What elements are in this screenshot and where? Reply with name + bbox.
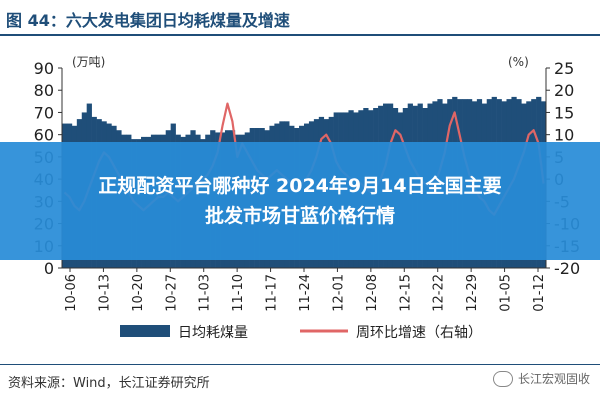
- legend-bar-label: 日均耗煤量: [178, 325, 248, 341]
- left-tick-label: 60: [34, 126, 54, 145]
- legend-line-label: 周环比增速（右轴）: [356, 325, 482, 341]
- x-tick-label: 11-17: [265, 274, 280, 312]
- left-tick-label: 90: [34, 59, 54, 78]
- right-tick-label: 25: [554, 59, 574, 78]
- watermark-text: 长江宏观固收: [517, 372, 590, 386]
- x-tick-label: 10-20: [131, 274, 146, 312]
- legend: 日均耗煤量 周环比增速（右轴）: [120, 325, 482, 341]
- x-tick-label: 10-27: [164, 274, 179, 312]
- ad-overlay-banner[interactable]: 正规配资平台哪种好 2024年9月14日全国主要 批发市场甘蓝价格行情: [0, 142, 600, 260]
- right-tick-label: 10: [554, 126, 574, 145]
- x-tick-label: 12-15: [398, 274, 413, 312]
- x-tick-label: 01-12: [532, 274, 547, 312]
- wechat-icon: [492, 370, 513, 387]
- x-tick-label: 12-22: [432, 274, 447, 312]
- title-divider: [0, 34, 600, 36]
- chart-title: 图 44：六大发电集团日均耗煤量及增速: [6, 11, 290, 30]
- footer-divider: [0, 364, 600, 365]
- right-tick-label: -20: [554, 259, 580, 278]
- source-note: 资料来源：Wind，长江证券研究所: [8, 376, 210, 391]
- right-axis-unit: (%): [508, 55, 529, 69]
- x-tick-label: 10-06: [64, 274, 79, 312]
- x-tick-label: 11-24: [298, 274, 313, 312]
- legend-bar-swatch: [120, 325, 170, 337]
- x-tick-label: 12-08: [365, 274, 380, 312]
- left-axis-unit: (万吨): [72, 55, 105, 69]
- x-tick-label: 10-13: [97, 274, 112, 312]
- x-tick-label: 12-29: [465, 274, 480, 312]
- chart-header: 图 44：六大发电集团日均耗煤量及增速: [0, 0, 600, 36]
- x-tick-label: 12-01: [331, 274, 346, 312]
- x-tick-label: 01-05: [499, 274, 514, 312]
- x-tick-label: 11-03: [198, 274, 213, 312]
- left-tick-label: 70: [34, 103, 54, 122]
- left-tick-label: 80: [34, 81, 54, 100]
- watermark: 长江宏观固收: [492, 370, 590, 387]
- overlay-line-1: 正规配资平台哪种好 2024年9月14日全国主要: [98, 175, 502, 197]
- right-tick-label: 20: [554, 81, 574, 100]
- x-tick-label: 11-10: [231, 274, 246, 312]
- overlay-line-2: 批发市场甘蓝价格行情: [204, 205, 395, 227]
- left-tick-label: 0: [44, 259, 54, 278]
- right-tick-label: 15: [554, 103, 574, 122]
